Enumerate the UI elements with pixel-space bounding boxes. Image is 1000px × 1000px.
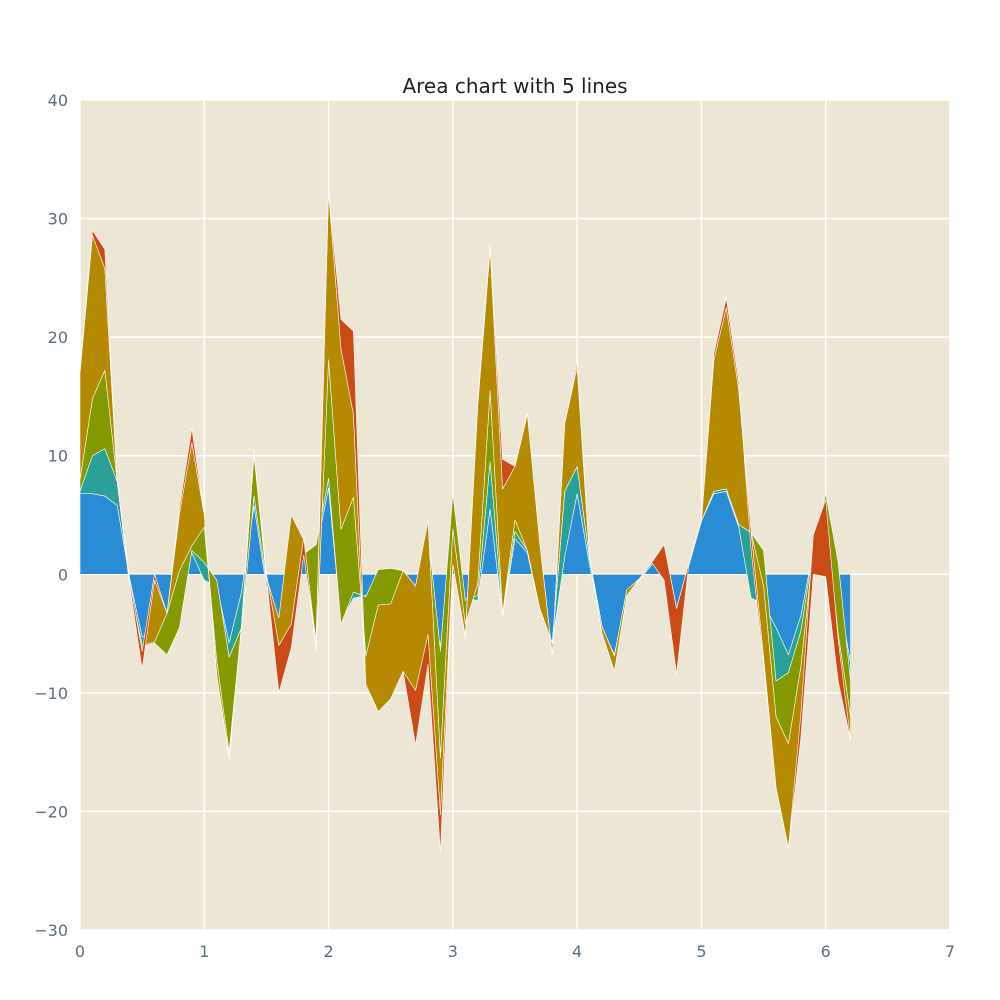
x-tick-label: 5 (696, 942, 706, 961)
area-series-5 (79, 191, 851, 854)
y-tick-label: 0 (58, 565, 68, 584)
area-series-group (79, 191, 851, 854)
x-tick-label: 4 (572, 942, 582, 961)
x-tick-label: 7 (945, 942, 955, 961)
x-tick-label: 2 (323, 942, 333, 961)
x-tick-label: 0 (75, 942, 85, 961)
y-tick-label: 30 (48, 210, 68, 229)
y-tick-label: −30 (34, 921, 68, 940)
y-axis-tick-labels: −30 −20 −10 0 10 20 30 40 (34, 91, 68, 940)
y-tick-label: 20 (48, 328, 68, 347)
chart-title: Area chart with 5 lines (402, 74, 627, 98)
y-tick-label: −10 (34, 684, 68, 703)
y-tick-label: −20 (34, 802, 68, 821)
y-tick-label: 10 (48, 447, 68, 466)
x-tick-label: 6 (821, 942, 831, 961)
x-tick-label: 3 (448, 942, 458, 961)
x-tick-label: 1 (199, 942, 209, 961)
y-tick-label: 40 (48, 91, 68, 110)
x-axis-tick-labels: 0 1 2 3 4 5 6 7 (75, 942, 955, 961)
